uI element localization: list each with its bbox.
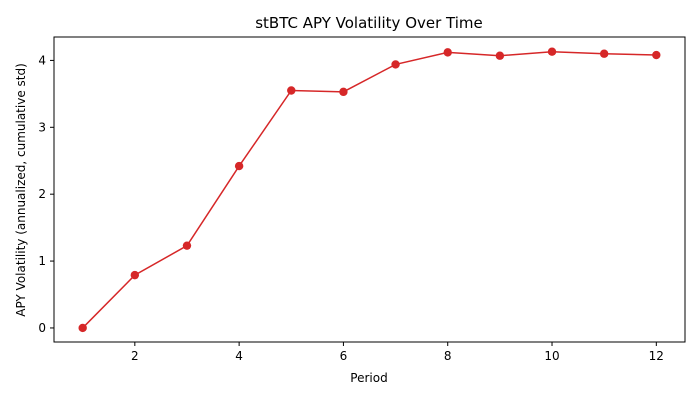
x-axis-label: Period <box>350 371 387 385</box>
y-axis-ticks: 0 1 2 3 4 <box>38 53 54 335</box>
x-tick-label: 10 <box>544 349 559 363</box>
x-tick-label: 4 <box>235 349 243 363</box>
x-tick-label: 12 <box>649 349 664 363</box>
data-point <box>443 48 452 57</box>
data-point <box>78 323 87 333</box>
y-tick-label: 2 <box>38 187 46 201</box>
x-axis-ticks: 2 4 6 8 10 12 <box>131 342 664 363</box>
y-tick-label: 0 <box>38 321 46 335</box>
data-point <box>287 86 296 95</box>
data-point <box>130 270 140 280</box>
x-tick-label: 6 <box>340 349 348 363</box>
y-tick-label: 1 <box>38 254 46 268</box>
data-point <box>339 87 348 97</box>
data-point <box>547 47 557 56</box>
data-point <box>495 51 505 60</box>
plot-area <box>78 47 661 333</box>
data-point <box>599 49 609 58</box>
data-point <box>182 241 192 250</box>
data-point <box>391 60 400 69</box>
y-tick-label: 4 <box>38 53 46 67</box>
data-point <box>234 161 244 171</box>
data-point <box>652 50 661 60</box>
y-tick-label: 3 <box>38 120 46 134</box>
chart-title: stBTC APY Volatility Over Time <box>255 14 483 32</box>
x-tick-label: 2 <box>131 349 139 363</box>
y-axis-label: APY Volatility (annualized, cumulative s… <box>14 63 28 317</box>
plot-frame <box>53 36 686 343</box>
series-line <box>82 50 657 329</box>
x-tick-label: 8 <box>444 349 452 363</box>
